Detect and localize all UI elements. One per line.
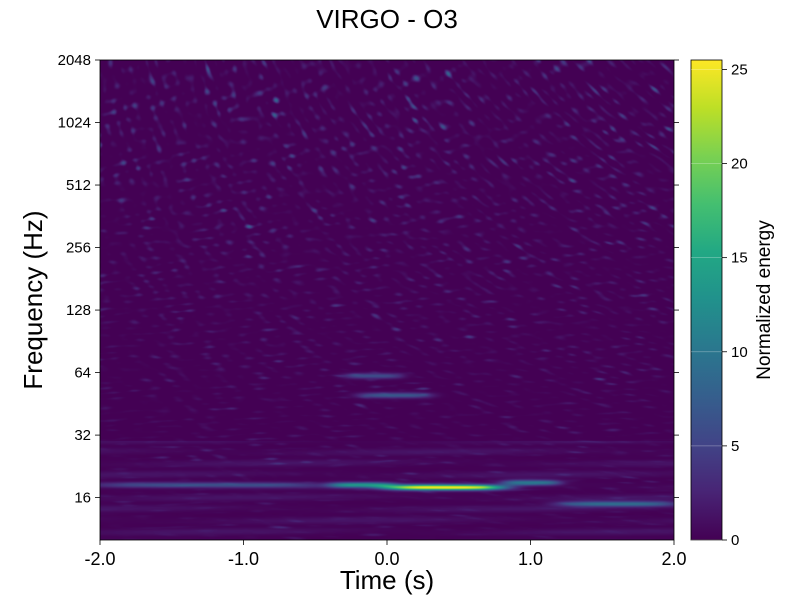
- colorbar-ticks: 0 5 10 15 20 25: [691, 61, 748, 549]
- colorbar: 0 5 10 15 20 25 Normalized energy: [690, 59, 775, 549]
- x-tick-label: 2.0: [661, 549, 686, 569]
- x-tick-label: 0.0: [374, 549, 399, 569]
- colorbar-tick-label: 5: [731, 438, 739, 455]
- colorbar-tick-label: 15: [731, 250, 748, 267]
- y-axis-label: Frequency (Hz): [18, 210, 48, 389]
- colorbar-tick-label: 10: [731, 344, 748, 361]
- y-tick-label: 1024: [58, 115, 91, 132]
- colorbar-label: Normalized energy: [754, 220, 775, 380]
- y-tick-label: 256: [66, 240, 91, 257]
- x-tick-label: -2.0: [84, 549, 115, 569]
- x-tick-label: -1.0: [228, 549, 259, 569]
- y-tick-label: 16: [74, 490, 91, 507]
- spectrogram-heatmap: [100, 60, 674, 540]
- colorbar-tick-label: 0: [731, 532, 739, 549]
- y-axis: 16 32 64 128 256 512 1024 2048: [58, 52, 679, 507]
- colorbar-tick-label: 25: [731, 61, 748, 78]
- colorbar-gradient: [690, 59, 723, 541]
- x-axis: -2.0 -1.0 0.0 1.0 2.0: [84, 540, 687, 569]
- plot-area: [99, 59, 675, 541]
- y-tick-label: 512: [66, 177, 91, 194]
- x-axis-label: Time (s): [340, 565, 434, 595]
- chart-title: VIRGO - O3: [316, 4, 458, 34]
- y-tick-label: 64: [74, 365, 91, 382]
- y-tick-label: 2048: [58, 52, 91, 69]
- x-tick-label: 1.0: [518, 549, 543, 569]
- y-tick-label: 128: [66, 302, 91, 319]
- y-tick-label: 32: [74, 427, 91, 444]
- colorbar-tick-label: 20: [731, 156, 748, 173]
